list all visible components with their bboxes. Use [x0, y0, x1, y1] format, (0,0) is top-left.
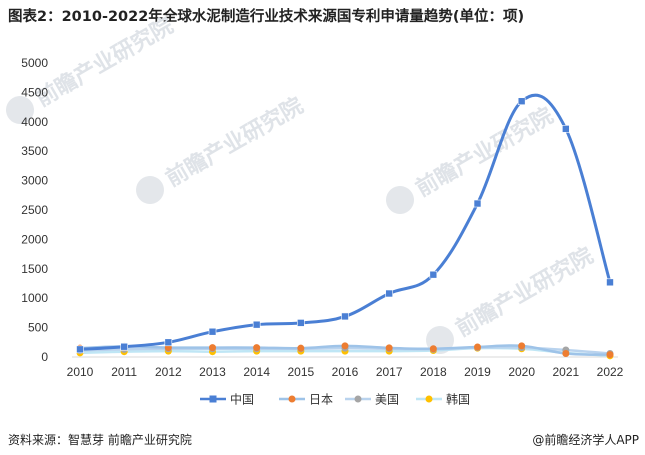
data-point	[562, 349, 570, 357]
x-tick-label: 2012	[155, 365, 182, 379]
data-point	[517, 97, 526, 106]
credit-note: @前瞻经济学人APP	[532, 433, 639, 447]
x-tick-label: 2015	[287, 365, 314, 379]
series-中国	[76, 93, 614, 354]
x-tick-label: 2013	[199, 365, 226, 379]
data-point	[297, 319, 305, 327]
data-point	[341, 312, 349, 321]
legend-marker	[425, 395, 433, 403]
data-point	[253, 344, 261, 352]
source-note: 资料来源：智慧芽 前瞻产业研究院	[8, 433, 192, 447]
data-point	[76, 345, 84, 354]
watermark-text: 前瞻产业研究院	[31, 13, 177, 113]
watermark-text: 前瞻产业研究院	[161, 93, 307, 193]
y-tick-label: 2500	[21, 203, 48, 217]
x-tick-label: 2011	[111, 365, 137, 379]
watermark-logo-icon	[5, 96, 34, 124]
data-point	[429, 345, 437, 353]
watermark-layer: 前瞻产业研究院 前瞻产业研究院 前瞻产业研究院 前瞻产业研究院	[5, 13, 598, 354]
data-point	[385, 344, 393, 352]
data-point	[341, 342, 349, 350]
x-tick-label: 2022	[597, 365, 624, 379]
data-point	[606, 351, 614, 359]
watermark-logo-icon	[136, 176, 164, 204]
chart-title: 图表2：2010-2022年全球水泥制造行业技术来源国专利申请量趋势(单位：项)	[8, 9, 525, 25]
x-tick-label: 2016	[332, 365, 359, 379]
watermark-logo-icon	[426, 326, 454, 354]
x-tick-label: 2014	[243, 365, 270, 379]
x-tick-label: 2010	[67, 365, 94, 379]
y-tick-label: 3000	[21, 174, 48, 188]
y-tick-label: 500	[28, 321, 48, 335]
y-tick-label: 1000	[21, 291, 48, 305]
x-tick-label: 2021	[552, 365, 579, 379]
data-point	[606, 278, 614, 287]
data-point	[164, 338, 173, 347]
data-point	[385, 289, 393, 298]
y-tick-label: 5000	[21, 56, 48, 70]
data-point	[473, 199, 482, 208]
watermark-text: 前瞻产业研究院	[451, 243, 597, 343]
y-tick-label: 0	[41, 350, 48, 364]
data-point	[209, 344, 216, 352]
data-point	[208, 327, 217, 336]
y-tick-label: 4500	[21, 85, 48, 99]
x-tick-label: 2018	[420, 365, 447, 379]
legend-label: 中国	[230, 392, 254, 407]
series-line	[79, 93, 612, 351]
data-point	[297, 344, 305, 352]
data-point	[429, 270, 438, 279]
legend-label: 韩国	[446, 392, 470, 407]
axes: 0 500 1000 1500 2000 2500 3000 3500 4000 4500 5000…	[21, 56, 623, 379]
watermark-logo-icon	[386, 186, 414, 214]
x-tick-label: 2017	[376, 365, 403, 379]
legend-marker	[354, 395, 362, 403]
data-point	[518, 342, 526, 350]
data-point	[474, 343, 481, 351]
y-tick-label: 2000	[21, 232, 48, 246]
legend-marker	[209, 395, 217, 403]
y-tick-label: 1500	[21, 262, 48, 276]
data-point	[252, 320, 261, 329]
data-point	[562, 125, 570, 133]
y-tick-label: 3500	[21, 144, 48, 158]
legend-label: 美国	[375, 393, 399, 407]
plot-area	[76, 93, 614, 360]
legend-marker	[288, 395, 296, 403]
data-point	[120, 342, 128, 351]
legend-label: 日本	[309, 393, 333, 407]
x-tick-label: 2020	[508, 365, 535, 379]
y-tick-label: 4000	[21, 115, 48, 129]
legend: 中国 日本 美国 韩国	[200, 392, 470, 407]
x-tick-label: 2019	[464, 365, 491, 379]
